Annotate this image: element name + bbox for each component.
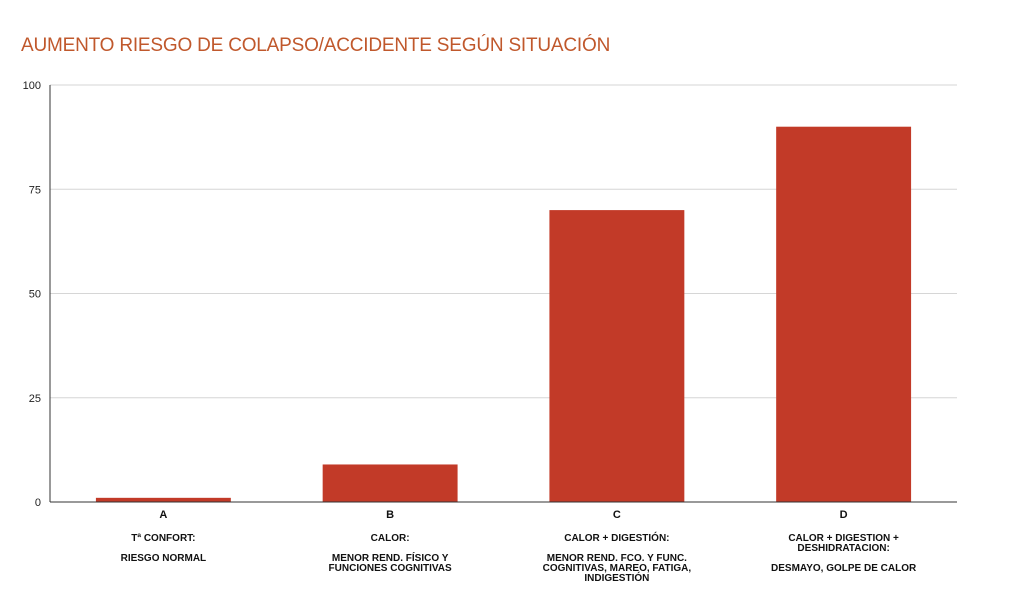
category-description: COGNITIVAS, MAREO, FATIGA, <box>543 563 692 574</box>
category-description: CALOR: <box>371 533 410 544</box>
y-tick-label: 0 <box>35 497 41 509</box>
category-description: RIESGO NORMAL <box>121 553 207 564</box>
y-tick-label: 100 <box>23 80 41 92</box>
bar <box>776 126 912 502</box>
y-tick-label: 25 <box>29 393 41 405</box>
category-description: DESHIDRATACION: <box>797 543 889 554</box>
category-description: FUNCIONES COGNITIVAS <box>329 563 452 574</box>
y-tick-label: 50 <box>29 289 41 301</box>
x-tick-label: C <box>613 509 621 521</box>
category-description: MENOR REND. FÍSICO Y <box>332 551 449 564</box>
category-description: INDIGESTIÓN <box>584 571 649 584</box>
bar <box>549 210 685 502</box>
category-description: Tª CONFORT: <box>131 533 195 544</box>
category-description: CALOR + DIGESTIÓN: <box>564 531 669 544</box>
category-description: MENOR REND. FCO. Y FUNC. <box>547 553 687 564</box>
x-tick-label: B <box>386 509 394 521</box>
category-description: CALOR + DIGESTION + <box>788 533 899 544</box>
chart-title: AUMENTO RIESGO DE COLAPSO/ACCIDENTE SEGÚ… <box>21 35 611 56</box>
x-tick-label: A <box>159 509 167 521</box>
bar <box>322 464 458 502</box>
y-tick-label: 75 <box>29 184 41 196</box>
category-description: DESMAYO, GOLPE DE CALOR <box>771 563 917 574</box>
bar <box>95 497 231 502</box>
x-tick-label: D <box>840 509 848 521</box>
